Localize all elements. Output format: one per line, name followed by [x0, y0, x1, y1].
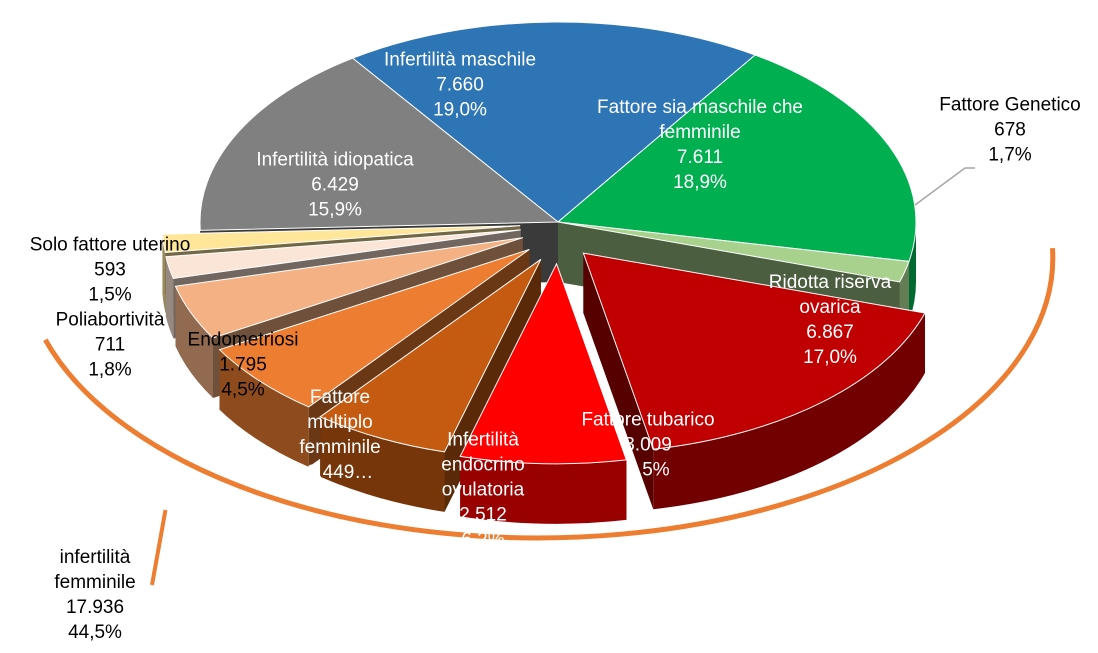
label-line: 17.936 — [65, 597, 125, 618]
data-label: Fattore tubarico 3.009 7,5% — [563, 408, 733, 483]
label-line: 7.660 — [436, 74, 484, 96]
slice-edge — [583, 253, 654, 510]
data-label: Endometriosi 1.795 4,5% — [168, 328, 318, 403]
slice-side — [162, 234, 166, 313]
data-label: Infertilità idiopatica 6.429 15,9% — [215, 148, 455, 223]
label-line: 7.611 — [676, 147, 724, 168]
leader-line — [914, 167, 975, 206]
label-line: 593 — [94, 259, 126, 281]
label-line: Fattore sia maschile che femminile — [597, 97, 803, 143]
label-line: Endometriosi — [187, 329, 299, 351]
label-line: 15,9% — [308, 199, 362, 221]
label-line: 6,2% — [461, 529, 505, 551]
slice-side — [320, 416, 445, 512]
data-label: Ridotta riserva ovarica 6.867 17,0% — [740, 270, 920, 370]
slice-side — [908, 222, 916, 322]
slice-side — [460, 456, 627, 524]
label-line: 1.795 — [219, 354, 267, 376]
data-label: Fattore Genetico 678 1,7% — [910, 93, 1098, 168]
label-line: 19,0% — [433, 99, 487, 121]
label-line: 6.429 — [311, 174, 359, 196]
slice — [161, 225, 521, 254]
slice — [459, 262, 628, 465]
label-line: 1,7% — [988, 144, 1032, 166]
slice — [218, 248, 530, 408]
label-line: 18,9% — [673, 172, 727, 193]
data-label: Infertilità endocrino ovulatoria 2.512 6,2… — [418, 428, 548, 553]
slice — [351, 21, 757, 223]
label-line: 1,8% — [88, 359, 132, 381]
slice — [557, 221, 910, 283]
group-bracket — [43, 247, 1056, 541]
label-line: 44,5% — [68, 622, 122, 643]
slice-side — [165, 256, 174, 339]
slice — [199, 57, 560, 231]
data-label: Poliabortività 711 1,8% — [35, 308, 185, 383]
slice-side — [175, 286, 214, 398]
data-label: Solo fattore uterino 593 1,5% — [0, 233, 220, 308]
group-leader — [150, 509, 168, 586]
label-line: Infertilità endocrino ovulatoria — [441, 429, 525, 501]
label-line: 17,0% — [803, 347, 857, 368]
data-label: Fattore sia maschile che femminile 7.611 1… — [580, 95, 820, 195]
label-line: 3.009 — [624, 434, 672, 456]
label-line: 711 — [94, 334, 126, 356]
slice — [319, 258, 542, 453]
label-line: 1,5% — [88, 284, 132, 306]
label-line: Ridotta riserva ovarica — [768, 272, 892, 318]
label-line: 4,5% — [221, 379, 265, 401]
label-line: Infertilità maschile — [383, 49, 537, 71]
data-label: Fattore multiplo femminile 2.449… — [285, 385, 395, 485]
data-label: infertilità femminile 17.936 44,5% — [35, 545, 155, 645]
data-label: Infertilità maschile 7.660 19,0% — [345, 48, 575, 123]
slice — [165, 229, 521, 280]
label-line: 2.512 — [459, 504, 507, 526]
label-line: Fattore multiplo femminile — [299, 387, 381, 458]
slice — [556, 54, 917, 262]
label-line: 6.867 — [806, 322, 854, 343]
slice — [174, 237, 523, 339]
label-line: 678 — [994, 119, 1026, 141]
label-line: Fattore Genetico — [939, 94, 1081, 116]
label-line: Poliabortività — [55, 309, 165, 331]
label-line: Solo fattore uterino — [29, 234, 191, 256]
slice-side — [653, 312, 925, 510]
label-line: Infertilità idiopatica — [256, 149, 414, 171]
label-line: Fattore tubarico — [581, 409, 715, 431]
slice — [582, 252, 926, 450]
label-line: 2.449… — [306, 462, 374, 483]
label-line: 7,5% — [626, 459, 670, 481]
slice-side — [219, 349, 309, 467]
label-line: infertilità femminile — [54, 547, 136, 593]
